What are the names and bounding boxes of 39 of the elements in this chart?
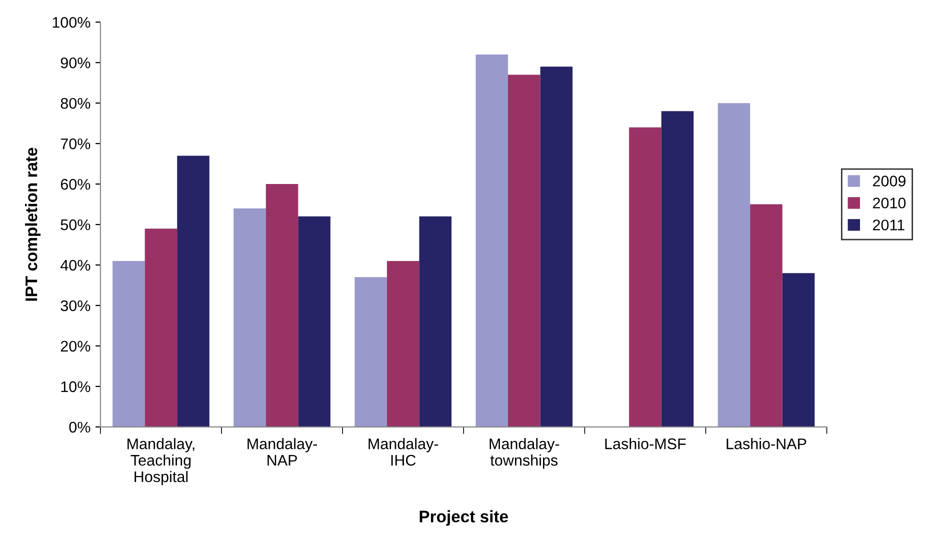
y-tick-label: 50% [60,219,90,230]
bar [750,204,782,427]
x-tick-label: Lashio-MSF [605,438,686,450]
y-tick-label: 80% [60,98,90,109]
y-tick-label: 10% [61,381,90,392]
x-tick-label: Mandalay, Teaching Hospital [128,438,194,486]
bar [629,127,662,427]
y-tick-label: 30% [60,300,90,312]
x-tick-label: Lashio-NAP [726,438,806,450]
bar [476,54,508,427]
legend-label: 2010 [872,198,906,208]
bar [540,66,573,427]
bar [386,260,420,427]
bar [234,208,266,427]
y-tick-label: 100% [52,16,90,28]
x-tick-label: Mandalay- IHC [368,438,438,466]
x-tick-label: Mandalay- townships [490,438,560,469]
bar [508,74,540,427]
y-tick-label: 70% [60,138,90,150]
bar [144,228,178,427]
legend-label: 2009 [872,176,906,186]
bar [112,260,145,427]
y-tick-label: 0% [69,422,90,433]
bar [177,156,210,427]
x-axis-title: Project site [420,510,508,526]
x-tick-label: Mandalay- NAP [248,438,318,466]
bar [718,103,750,427]
bar [782,273,815,427]
bar [354,277,387,427]
bar [266,184,298,427]
y-tick-label: 90% [60,57,90,68]
legend-label: 2011 [872,220,904,230]
y-tick-label: 60% [60,178,90,190]
y-tick-label: 20% [60,340,90,352]
bar [419,216,452,427]
bar [298,216,330,427]
bar [661,111,694,427]
y-tick-label: 40% [60,260,90,271]
y-axis-title: IPT completion rate [24,148,41,301]
